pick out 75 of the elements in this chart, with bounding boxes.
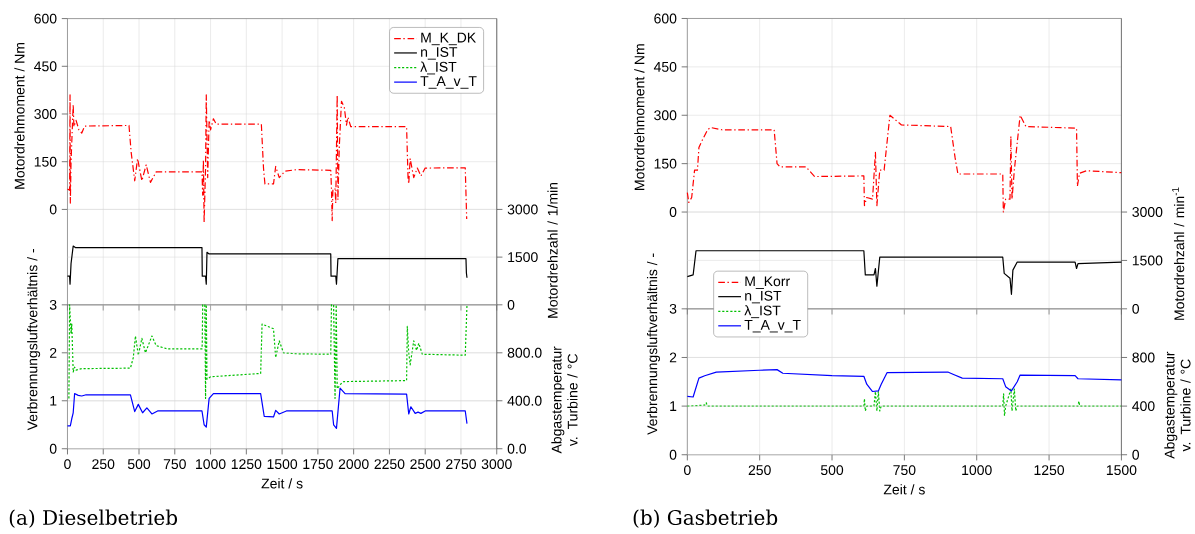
y2-axis-title: Motordrehzahl / 1/min: [547, 183, 558, 318]
y2-tick-label: 3000: [507, 204, 538, 215]
y-axis-title: Verbrennungsluftverhältnis / -: [646, 253, 661, 435]
x-tick-label: 1500: [267, 459, 298, 470]
y2-tick-label: 400: [1132, 401, 1155, 412]
text: M_Korr: [745, 276, 790, 290]
x-tick-label: 1250: [1034, 465, 1065, 476]
y2-axis-title: Abgastemperatur v. Turbine / °C: [1164, 351, 1191, 459]
y-tick-label: 2: [50, 348, 57, 358]
x-tick-label: 500: [127, 459, 151, 470]
x-axis-title: Zeit / s: [261, 478, 303, 489]
text: (a) Dieselbetrieb: [9, 509, 178, 528]
y-tick-label: 450: [653, 62, 677, 72]
y-tick-label: 1: [50, 396, 57, 406]
x-tick-label: 3000: [481, 459, 512, 470]
y2-tick-label: 3000: [1132, 207, 1163, 218]
line-series: [686, 114, 1123, 213]
x-tick-label: 750: [163, 459, 186, 470]
y-tick-label: 0: [49, 443, 57, 454]
legend-label: λ_IST: [744, 305, 781, 319]
x-axis-title: Zeit / s: [883, 484, 925, 495]
x-tick-label: 250: [748, 465, 771, 476]
x-tick-label: 0: [683, 465, 691, 476]
y2-tick-label: 800.0: [507, 348, 542, 358]
line-series: [68, 304, 468, 400]
x-tick-label: 1250: [231, 459, 262, 470]
x-tick-label: 1500: [1106, 465, 1137, 476]
y-tick-label: 600: [654, 13, 677, 24]
x-tick-label: 2750: [446, 459, 476, 470]
y-tick-label: 0: [669, 207, 677, 218]
y2-axis-title: Abgastemperatur v. Turbine / °C: [551, 346, 578, 454]
y-tick-label: 2: [669, 352, 677, 363]
y2-tick-label: 0: [1132, 304, 1140, 314]
y-tick-label: 3: [669, 304, 677, 314]
line-series: [66, 94, 468, 223]
y-tick-label: 0: [669, 449, 677, 460]
y2-tick-label: 800: [1132, 352, 1155, 363]
y2-tick-label: 0.0: [507, 443, 527, 454]
x-tick-label: 1750: [303, 459, 333, 470]
y2-tick-label: 1500: [1132, 255, 1163, 266]
text: (b) Gasbetrieb: [633, 509, 778, 528]
legend-label: T_A_v_T: [744, 320, 801, 333]
legend-label: n_IST: [421, 47, 458, 60]
y-axis-title: Motordrehmoment / Nm: [14, 43, 25, 189]
y-tick-label: 600: [34, 13, 57, 24]
x-tick-label: 500: [820, 465, 844, 476]
x-tick-label: 0: [64, 459, 71, 470]
y2-tick-label: 1500: [508, 252, 538, 263]
y-axis-title: Motordrehmoment / Nm: [634, 44, 645, 191]
line-series: [686, 369, 1123, 398]
x-tick-label: 250: [92, 459, 115, 470]
y-tick-label: 1: [670, 401, 677, 412]
y-tick-label: 300: [34, 109, 57, 120]
y2-axis-title: Motordrehzahl / min$^{-1}$: [1172, 187, 1185, 320]
x-tick-label: 750: [893, 465, 916, 476]
legend-label: M_K_DK: [421, 32, 476, 46]
y-tick-label: 3: [49, 300, 57, 310]
y-tick-label: 0: [49, 204, 57, 215]
text: λ_IST: [420, 61, 457, 75]
y-tick-label: 150: [34, 156, 57, 167]
y2-tick-label: 0: [507, 300, 515, 310]
line-series: [66, 387, 468, 430]
y-tick-label: 300: [654, 110, 677, 121]
y2-tick-label: 400.0: [507, 395, 542, 406]
x-tick-label: 2000: [338, 459, 369, 470]
x-tick-label: 2250: [374, 459, 405, 470]
x-tick-label: 2500: [410, 459, 441, 470]
y-tick-label: 150: [654, 158, 677, 169]
y2-tick-label: 0: [1132, 449, 1140, 460]
x-tick-label: 1000: [962, 465, 992, 476]
y-tick-label: 450: [34, 61, 57, 72]
text: T_A_v_T: [420, 76, 477, 89]
text: n_IST: [745, 290, 782, 304]
y-axis-title: Verbrennungsluftverhältnis / -: [27, 249, 41, 431]
x-tick-label: 1000: [196, 459, 226, 470]
